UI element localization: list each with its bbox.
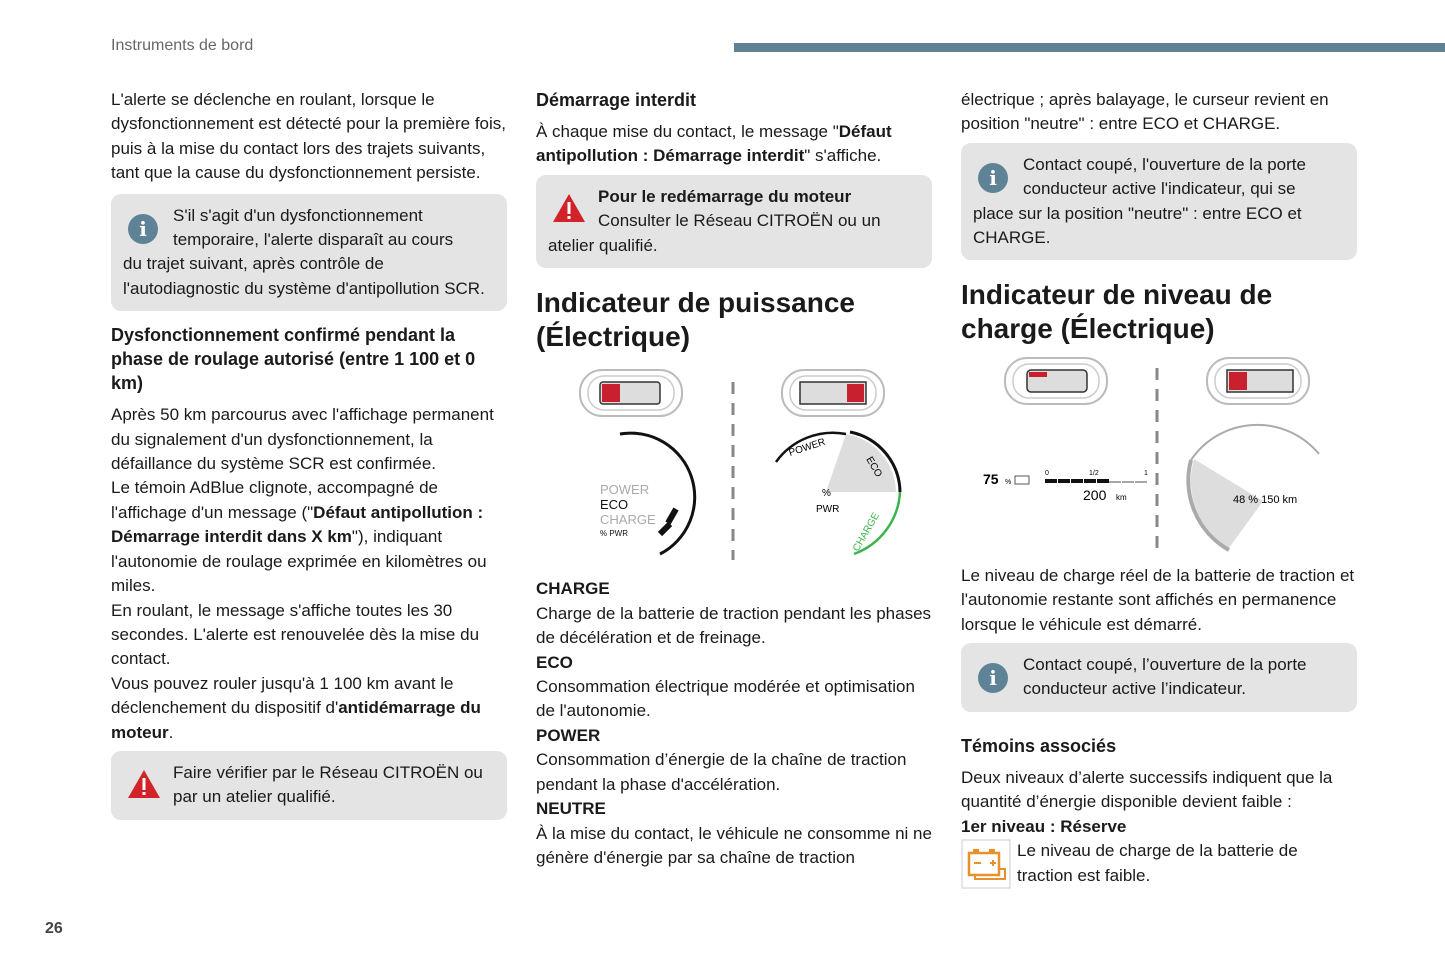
info-text: du trajet suivant, après contrôle de l'a…	[123, 254, 485, 298]
warning-icon	[553, 193, 585, 222]
column-1: L'alerte se déclenche en roulant, lorsqu…	[111, 88, 507, 832]
dashboard-right	[781, 369, 885, 418]
label-pct: %	[822, 488, 831, 499]
section-title: Indicateur de puissance (Électrique)	[536, 287, 855, 353]
warning-icon	[128, 769, 160, 798]
column-2: Démarrage interdit À chaque mise du cont…	[536, 88, 932, 870]
paragraph: Le témoin AdBlue clignote, accompagné de…	[111, 476, 507, 598]
subheading: Dysfonctionnement confirmé pendant la ph…	[111, 325, 476, 394]
term: CHARGE	[536, 579, 610, 599]
definition: Charge de la batterie de traction pendan…	[536, 603, 932, 648]
paragraph: L'alerte se déclenche en roulant, lorsqu…	[111, 90, 506, 183]
page-number: 26	[45, 920, 63, 937]
info-text: S'il s'agit d'un dysfonctionnement tempo…	[173, 205, 454, 250]
info-icon: i	[978, 162, 1008, 193]
dashboard-left	[1004, 357, 1108, 406]
paragraph: Vous pouvez rouler jusqu'à 1 100 km avan…	[111, 672, 507, 745]
info-box: i Contact coupé, l'ouverture de la porte…	[961, 142, 1357, 261]
text: Le témoin AdBlue clignote, accompagné de…	[111, 478, 439, 522]
text: " s'affiche.	[804, 146, 882, 166]
info-icon: i	[978, 663, 1008, 694]
text: .	[168, 722, 174, 742]
definition: Consommation électrique modérée et optim…	[536, 677, 915, 721]
definition: Consommation d’énergie de la chaîne de t…	[536, 750, 907, 794]
paragraph: Le niveau de charge réel de la batterie …	[961, 565, 1355, 634]
label-charge: CHARGE	[600, 512, 656, 527]
paragraph: électrique ; après balayage, le curseur …	[961, 90, 1329, 134]
label-pwr: PWR	[816, 504, 839, 515]
subheading: Démarrage interdit	[536, 90, 697, 110]
charge-indicator-diagram: 75 % 0 1/2 1 200 km 48 % 150 km	[983, 357, 1320, 553]
range-unit: km	[1116, 493, 1127, 502]
scale-label: 1	[1144, 470, 1148, 477]
paragraph: À chaque mise du contact, le message "Dé…	[536, 120, 932, 169]
header-bar	[734, 43, 1445, 52]
column-3: électrique ; après balayage, le curseur …	[961, 88, 1357, 889]
info-box: i Contact coupé, l’ouverture de la porte…	[961, 643, 1357, 712]
info-icon: i	[128, 213, 158, 244]
label-pct-pwr: % PWR	[600, 529, 628, 538]
info-text: place sur la position "neutre" : entre E…	[973, 203, 1302, 248]
term: ECO	[536, 652, 573, 672]
percent-unit: %	[1005, 479, 1011, 486]
subheading: Témoins associés	[961, 735, 1117, 756]
bold-text: Défaut antipollution : Démarrage interdi…	[536, 122, 892, 166]
scale-label: 1/2	[1089, 470, 1099, 477]
paragraph: Le niveau de charge de la batterie de tr…	[1017, 841, 1298, 885]
warning-box: Faire vérifier par le Réseau CITROËN ou …	[111, 750, 507, 820]
battery-warning-icon	[961, 839, 1011, 889]
warning-lamp-row: Le niveau de charge de la batterie de tr…	[961, 839, 1357, 889]
info-text: Contact coupé, l'ouverture de la porte c…	[1023, 154, 1306, 199]
warning-text: Faire vérifier par le Réseau CITROËN ou …	[173, 762, 483, 807]
bold-text: Défaut antipollution : Démarrage interdi…	[111, 502, 484, 547]
term: POWER	[536, 725, 601, 745]
warning-box: Pour le redémarrage du moteur Consulter …	[536, 174, 932, 269]
range-value: 200	[1083, 487, 1107, 503]
warning-text: Consulter le Réseau CITROËN ou un	[598, 211, 881, 231]
charge-percent: 75	[983, 471, 999, 487]
definitions: CHARGE Charge de la batterie de traction…	[536, 577, 932, 870]
battery-icon	[1014, 475, 1030, 485]
paragraph: Après 50 km parcourus avec l'affichage p…	[111, 405, 494, 474]
label-power: POWER	[788, 437, 827, 459]
definition: À la mise du contact, le véhicule ne con…	[536, 823, 932, 867]
dashboard-right	[1206, 357, 1310, 406]
text: "), indiquant l'autonomie de roulage exp…	[111, 527, 487, 596]
paragraph: En roulant, le message s'affiche toutes …	[111, 600, 480, 669]
section-header: Instruments de bord	[111, 37, 254, 54]
subheading: 1er niveau : Réserve	[961, 816, 1127, 836]
label-power: POWER	[600, 482, 649, 497]
section-title: Indicateur de niveau de charge (Électriq…	[961, 279, 1273, 345]
paragraph: Deux niveaux d’alerte successifs indique…	[961, 767, 1333, 812]
dashboard-left	[579, 369, 683, 418]
info-box: i S'il s'agit d'un dysfonctionnement tem…	[111, 193, 507, 312]
scale-label: 0	[1045, 470, 1049, 477]
warning-text: atelier qualifié.	[548, 235, 658, 255]
bold-text: antidémarrage du moteur	[111, 698, 481, 742]
power-indicator-diagram: POWER ECO CHARGE % PWR POWER ECO CHARGE …	[579, 369, 902, 561]
label-eco: ECO	[600, 497, 628, 512]
info-text: Contact coupé, l’ouverture de la porte c…	[1023, 655, 1307, 699]
warning-title: Pour le redémarrage du moteur	[598, 186, 852, 206]
term: NEUTRE	[536, 799, 606, 819]
text: Vous pouvez rouler jusqu'à 1 100 km avan…	[111, 673, 454, 718]
text: À chaque mise du contact, le message "	[536, 122, 839, 141]
charge-readout: 48 % 150 km	[1233, 494, 1297, 506]
